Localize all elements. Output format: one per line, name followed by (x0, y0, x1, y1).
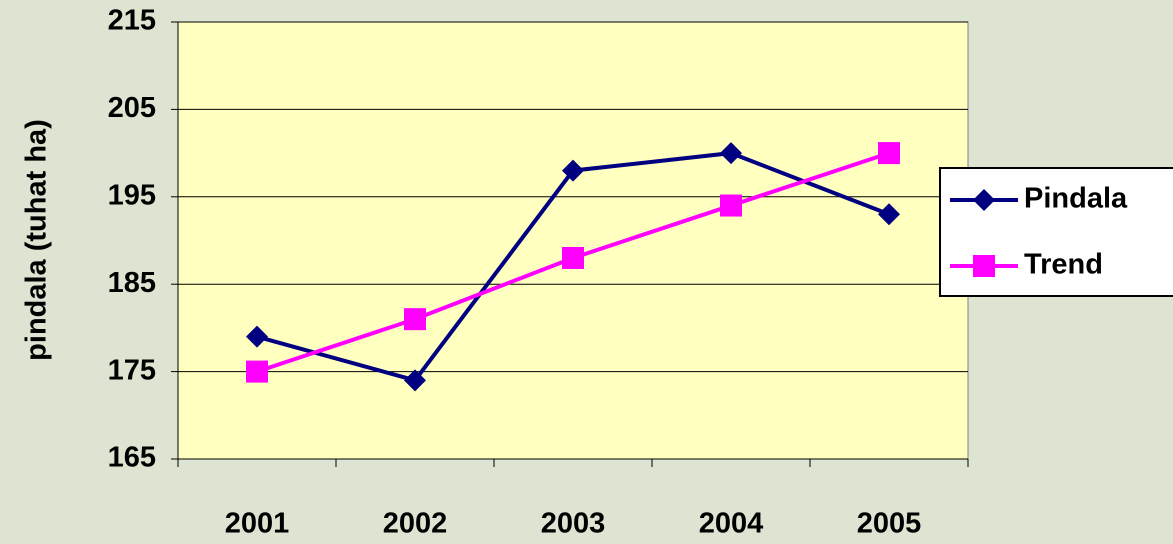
legend-label: Trend (1024, 249, 1103, 281)
legend-label: Pindala (1024, 183, 1128, 215)
y-tick-label: 185 (108, 267, 156, 299)
data-point (404, 308, 426, 330)
y-tick-label: 175 (108, 354, 156, 386)
x-tick-label: 2003 (541, 508, 606, 540)
y-tick-label: 165 (108, 442, 156, 474)
data-point (562, 247, 584, 269)
y-axis-label: pindala (tuhat ha) (21, 119, 53, 361)
data-point (246, 361, 268, 383)
data-point (720, 195, 742, 217)
x-tick-label: 2005 (857, 508, 922, 540)
x-tick-label: 2002 (383, 508, 448, 540)
chart: pindala (tuhat ha) 165 175 185 195 205 215 200… (0, 0, 1173, 544)
y-tick-label: 205 (108, 92, 156, 124)
plot-area (178, 22, 968, 459)
data-point (878, 142, 900, 164)
y-tick-label: 215 (108, 5, 156, 37)
legend-marker (973, 255, 995, 277)
x-tick-label: 2001 (225, 508, 290, 540)
y-tick-label: 195 (108, 179, 156, 211)
x-tick-label: 2004 (699, 508, 764, 540)
